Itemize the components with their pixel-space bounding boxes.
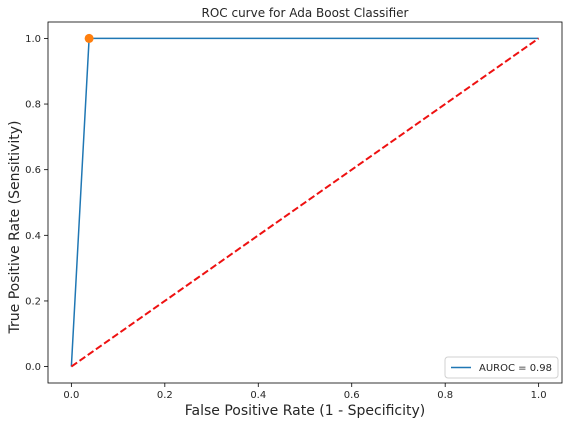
y-axis-label: True Positive Rate (Sensitivity) bbox=[7, 121, 23, 335]
y-tick-label: 0.8 bbox=[25, 100, 41, 111]
chance-diagonal-line bbox=[70, 37, 540, 368]
x-tick-label: 0.0 bbox=[63, 390, 79, 401]
legend-label: AUROC = 0.98 bbox=[479, 363, 552, 374]
chart-title: ROC curve for Ada Boost Classifier bbox=[202, 6, 409, 20]
threshold-marker bbox=[84, 33, 94, 43]
legend: AUROC = 0.98 bbox=[444, 356, 559, 379]
x-axis-label: False Positive Rate (1 - Specificity) bbox=[185, 403, 426, 419]
legend-box bbox=[444, 356, 559, 379]
y-tick-label: 0.4 bbox=[25, 231, 41, 242]
x-tick-label: 0.8 bbox=[437, 390, 453, 401]
x-tick-label: 0.6 bbox=[344, 390, 360, 401]
x-tick-label: 0.4 bbox=[250, 390, 266, 401]
plot-frame bbox=[47, 21, 563, 384]
y-tick-label: 0.0 bbox=[25, 362, 41, 373]
y-tick-label: 0.2 bbox=[25, 296, 41, 307]
x-tick-label: 1.0 bbox=[531, 390, 547, 401]
y-tick-label: 0.6 bbox=[25, 165, 41, 176]
y-tick-label: 1.0 bbox=[25, 34, 41, 45]
x-tick-label: 0.2 bbox=[157, 390, 173, 401]
